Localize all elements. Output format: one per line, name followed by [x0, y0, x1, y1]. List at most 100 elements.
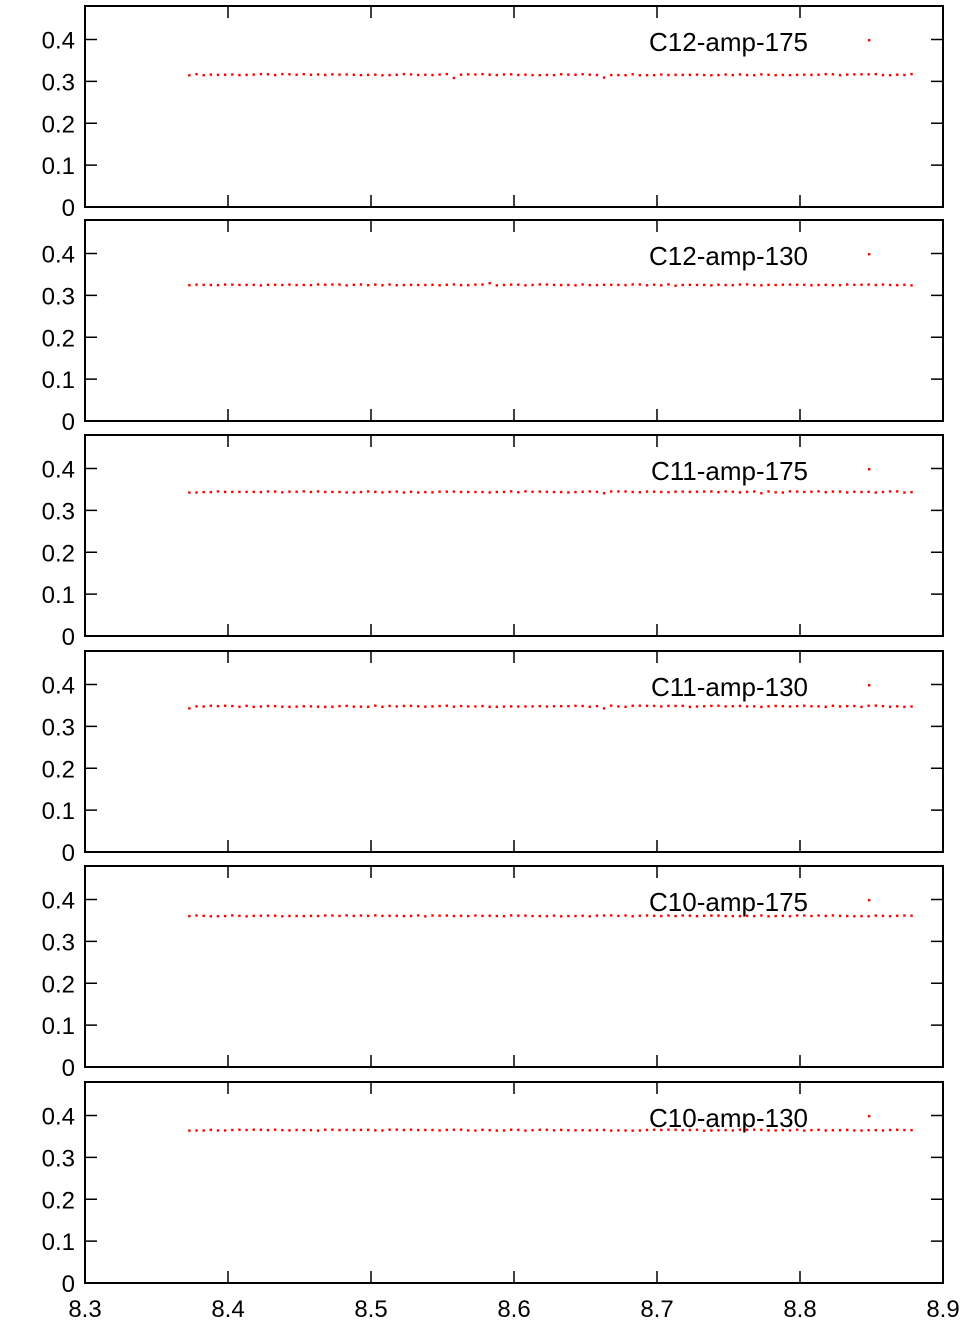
- data-point: [574, 704, 577, 708]
- data-point: [860, 73, 863, 76]
- data-point: [788, 73, 792, 77]
- data-point: [481, 1128, 484, 1131]
- data-point: [309, 705, 313, 708]
- data-point: [416, 705, 420, 708]
- data-point: [238, 705, 241, 708]
- y-tick-label: 0: [62, 195, 75, 222]
- data-point: [252, 73, 255, 76]
- data-point: [188, 491, 191, 494]
- data-point: [631, 490, 634, 494]
- data-point: [517, 1128, 520, 1132]
- data-point: [688, 73, 692, 77]
- data-point: [445, 914, 448, 917]
- data-point: [710, 490, 713, 493]
- data-point: [352, 914, 356, 918]
- data-point: [552, 283, 556, 287]
- data-point: [295, 914, 298, 918]
- data-point: [545, 705, 549, 708]
- data-point: [288, 283, 291, 286]
- data-point: [731, 705, 734, 708]
- data-point: [281, 283, 284, 287]
- data-point: [610, 1129, 613, 1132]
- data-point: [631, 73, 634, 76]
- data-point: [416, 491, 420, 494]
- data-point: [867, 283, 870, 286]
- data-point: [259, 284, 263, 287]
- data-point: [416, 1128, 420, 1132]
- data-point: [266, 73, 270, 76]
- data-point: [781, 73, 785, 77]
- data-point: [595, 704, 599, 708]
- data-point: [638, 491, 642, 494]
- panel-3: 0 0.1 0.2 0.3 0.4 C11-amp-175: [42, 434, 944, 651]
- data-point: [695, 1128, 699, 1131]
- data-point: [502, 705, 506, 708]
- plot-frame: [84, 1081, 944, 1284]
- data-point: [452, 914, 456, 918]
- data-point: [803, 283, 806, 286]
- legend-label: C12-amp-175: [649, 27, 808, 57]
- data-point: [238, 73, 241, 77]
- data-point: [781, 1128, 785, 1132]
- data-point: [810, 73, 813, 77]
- data-point: [481, 283, 484, 286]
- y-tick-label: 0.1: [42, 367, 75, 394]
- data-point: [617, 705, 620, 708]
- data-point: [824, 1129, 827, 1132]
- data-point: [602, 76, 606, 79]
- data-point: [753, 74, 756, 77]
- data-point: [645, 490, 649, 493]
- legend-marker: [868, 253, 871, 256]
- data-point: [638, 74, 642, 77]
- data-point: [574, 73, 577, 76]
- data-point: [731, 1129, 734, 1132]
- data-point: [431, 73, 434, 77]
- data-point: [366, 914, 370, 918]
- data-point: [781, 914, 785, 918]
- data-point: [795, 73, 799, 77]
- data-point: [209, 283, 213, 287]
- x-tick-label: 8.9: [926, 1296, 959, 1323]
- data-point: [831, 704, 835, 707]
- data-point: [495, 490, 499, 494]
- data-point: [731, 73, 734, 77]
- data-point: [331, 1128, 334, 1131]
- legend-marker: [868, 468, 871, 471]
- data-point: [474, 914, 477, 917]
- data-point: [767, 1129, 770, 1132]
- data-point: [481, 704, 484, 708]
- data-point: [402, 1128, 406, 1132]
- data-point: [517, 73, 520, 77]
- data-point: [524, 73, 527, 76]
- data-point: [824, 705, 827, 709]
- data-point: [838, 73, 842, 77]
- data-point: [667, 283, 670, 286]
- data-point: [652, 1128, 656, 1131]
- data-point: [216, 73, 220, 77]
- data-point: [881, 914, 885, 918]
- data-point: [617, 1129, 620, 1132]
- data-point: [660, 1128, 663, 1132]
- data-point: [324, 490, 327, 494]
- data-point: [624, 705, 627, 709]
- data-point: [602, 283, 606, 286]
- x-tick-label: 8.4: [211, 1296, 244, 1323]
- y-tick-label: 0.4: [42, 673, 75, 700]
- data-point: [610, 914, 613, 917]
- data-point: [624, 1129, 627, 1132]
- data-point: [223, 914, 227, 918]
- data-point: [223, 490, 227, 494]
- data-point: [588, 73, 591, 76]
- data-point: [610, 704, 613, 707]
- data-point: [660, 73, 663, 76]
- data-point: [331, 914, 334, 917]
- data-point: [824, 72, 827, 76]
- plot-frame: [84, 219, 944, 422]
- data-point: [252, 1128, 255, 1131]
- data-point: [845, 1128, 849, 1132]
- data-point: [674, 73, 677, 77]
- data-point: [753, 1128, 756, 1131]
- data-point: [431, 1128, 434, 1132]
- data-point: [295, 1128, 298, 1132]
- data-point: [660, 490, 663, 494]
